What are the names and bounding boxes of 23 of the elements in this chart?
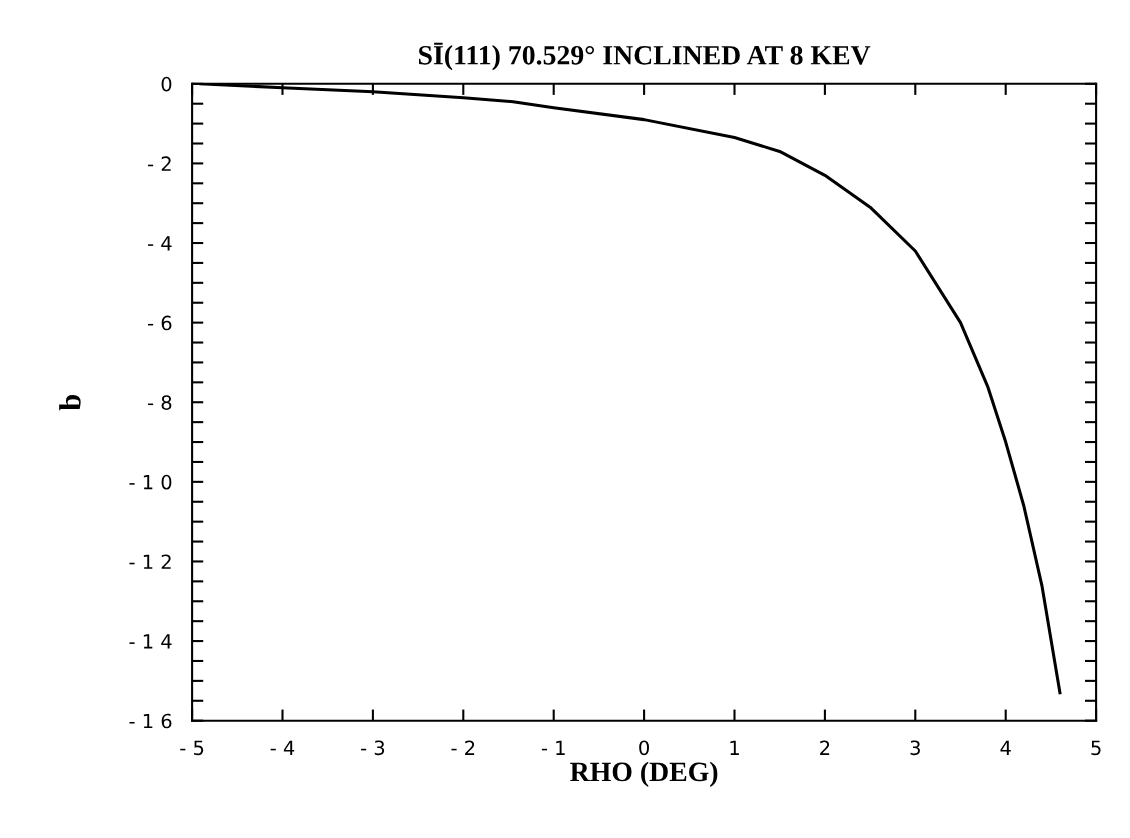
- x-tick-label: - 4: [270, 740, 295, 755]
- x-tick-label: - 3: [361, 740, 385, 756]
- y-tick-label: - 1 6: [129, 713, 172, 729]
- y-tick-label: - 1 2: [129, 554, 171, 569]
- x-tick-label: - 1: [541, 740, 565, 755]
- x-tick-label: - 2: [451, 740, 475, 755]
- x-tick-label: - 5: [180, 740, 204, 756]
- y-axis-title: b: [59, 394, 81, 411]
- y-tick-label: - 1 0: [129, 474, 172, 490]
- x-tick-label: 3: [910, 740, 920, 756]
- x-tick-label: 1: [730, 740, 739, 755]
- x-tick-label: 4: [1000, 740, 1011, 755]
- chart-title: SĪ(111) 70.529° INCLINED AT 8 KEV: [419, 42, 871, 71]
- y-tick-label: - 8: [148, 395, 172, 410]
- y-tick-label: - 2: [148, 156, 171, 171]
- y-tick-label: - 4: [148, 236, 172, 251]
- y-tick-label: 0: [161, 76, 172, 92]
- y-tick-label: - 1 4: [129, 634, 172, 649]
- x-tick-label: 0: [639, 740, 649, 756]
- x-tick-label: 5: [1091, 740, 1101, 756]
- y-tick-label: - 6: [148, 315, 172, 331]
- x-axis-title: RHO (DEG): [570, 761, 718, 787]
- x-tick-label: 2: [820, 740, 830, 755]
